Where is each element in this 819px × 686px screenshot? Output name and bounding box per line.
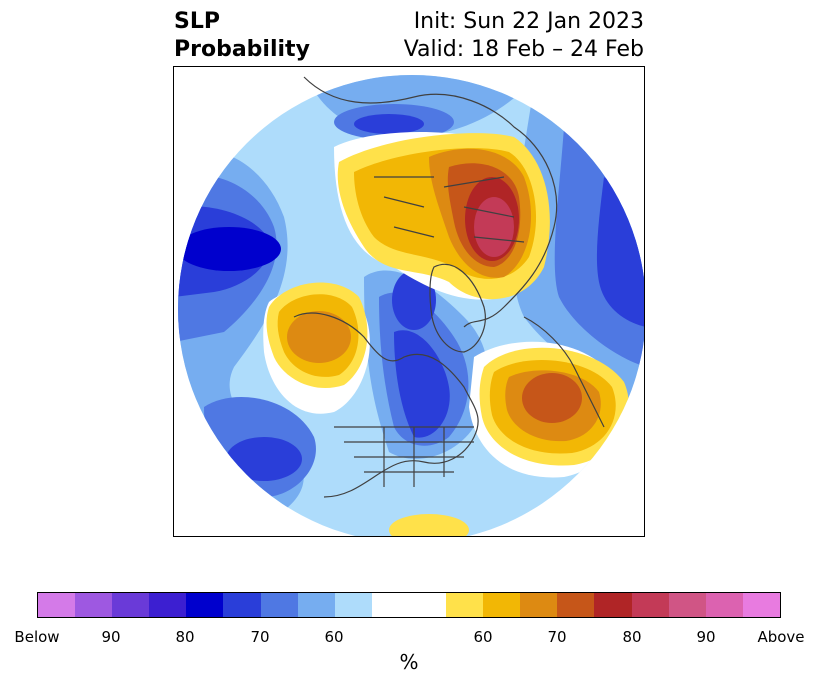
colorbar-segment xyxy=(520,593,558,617)
colorbar-tick-label: Below xyxy=(14,628,60,646)
coast-greenland xyxy=(429,263,486,353)
colorbar-segment xyxy=(334,593,372,617)
field-blue-sw-4 xyxy=(226,437,302,481)
colorbar-segment xyxy=(631,593,669,617)
colorbar-segment xyxy=(557,593,595,617)
colorbar-segment xyxy=(186,593,224,617)
field-orange-west xyxy=(287,311,351,363)
colorbar xyxy=(37,592,781,618)
colorbar-tick-label: 80 xyxy=(175,628,195,646)
colorbar-tick-label: Above xyxy=(757,628,805,646)
colorbar-segment xyxy=(594,593,632,617)
colorbar-segment xyxy=(112,593,150,617)
probability-field xyxy=(178,75,644,536)
field-blue-west-5 xyxy=(178,227,281,271)
coastlines xyxy=(293,76,605,498)
colorbar-tick-label: 90 xyxy=(101,628,121,646)
colorbar-segment xyxy=(742,593,780,617)
colorbar-tick-label: 60 xyxy=(324,628,344,646)
colorbar-segment xyxy=(408,593,447,617)
polar-map xyxy=(178,75,644,536)
title-line-1: SLP xyxy=(174,9,220,34)
border-eurasia xyxy=(374,176,525,243)
colorbar-segment xyxy=(149,593,187,617)
colorbar-segment xyxy=(223,593,261,617)
field-crimson-north xyxy=(474,197,514,257)
colorbar-segment xyxy=(75,593,113,617)
coast-asia xyxy=(303,76,558,328)
colorbar-tick-label: 90 xyxy=(696,628,716,646)
field-blue-north-4 xyxy=(354,114,424,134)
colorbar-segment xyxy=(38,593,76,617)
colorbar-segment xyxy=(483,593,521,617)
border-us-states xyxy=(344,427,474,487)
map-panel xyxy=(173,66,645,537)
colorbar-tick-label: 60 xyxy=(473,628,493,646)
colorbar-tick-label: 70 xyxy=(250,628,270,646)
valid-date: Valid: 18 Feb – 24 Feb xyxy=(403,37,644,62)
title-line-2: Probability xyxy=(174,37,310,62)
init-date: Init: Sun 22 Jan 2023 xyxy=(413,9,644,34)
colorbar-segment xyxy=(446,593,484,617)
colorbar-unit-label: % xyxy=(399,650,419,674)
date-info: Init: Sun 22 Jan 2023 Valid: 18 Feb – 24… xyxy=(404,8,644,64)
colorbar-segment xyxy=(668,593,706,617)
field-blue-central-4 xyxy=(394,330,450,438)
colorbar-tick-label: 80 xyxy=(622,628,642,646)
colorbar-segment xyxy=(705,593,743,617)
chart-title: SLP Probability xyxy=(174,8,310,64)
coast-europe xyxy=(523,316,605,428)
colorbar-segment xyxy=(371,593,409,617)
field-yellow-south xyxy=(389,514,469,536)
colorbar-segment xyxy=(297,593,335,617)
colorbar-segment xyxy=(260,593,298,617)
field-darkorange-east xyxy=(522,373,582,423)
field-blue-central-upper xyxy=(392,270,436,330)
colorbar-tick-label: 70 xyxy=(547,628,567,646)
